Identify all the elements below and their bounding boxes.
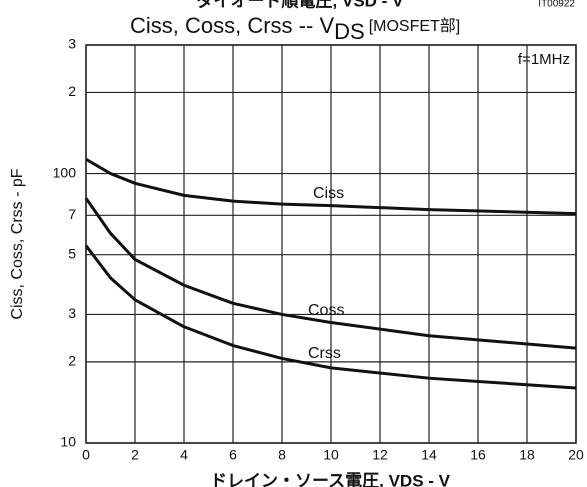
x-tick-label: 12 xyxy=(372,447,388,463)
y-tick-label: 2 xyxy=(68,83,76,99)
x-tick-label: 4 xyxy=(180,447,188,463)
series-line xyxy=(84,244,577,390)
series-label: Ciss xyxy=(313,185,344,202)
series-label: Crss xyxy=(308,345,341,362)
x-tick-label: 2 xyxy=(131,447,139,463)
title-suffix: [MOSFET部] xyxy=(369,17,461,35)
y-tick-label: 3 xyxy=(68,36,76,52)
x-tick-label: 20 xyxy=(568,447,584,463)
title-main: Ciss, Coss, Crss -- V xyxy=(130,13,334,38)
x-axis-label: ドレイン・ソース電圧, VDS - V xyxy=(210,471,451,487)
y-tick-label: 10 xyxy=(60,434,76,450)
x-tick-label: 18 xyxy=(519,447,535,463)
y-tick-label: 3 xyxy=(68,305,76,321)
y-axis-label: Ciss, Coss, Crss - pF xyxy=(9,168,26,319)
x-tick-label: 14 xyxy=(421,447,437,463)
title-sub: DS xyxy=(334,19,365,44)
x-tick-label: 16 xyxy=(470,447,486,463)
y-tick-label: 7 xyxy=(68,206,76,222)
series-label: Coss xyxy=(308,302,344,319)
y-tick-label: 5 xyxy=(68,245,76,261)
header: ダイオード順電圧, VSD - V xyxy=(197,0,405,10)
x-tick-label: 0 xyxy=(82,447,90,463)
x-tick-label: 6 xyxy=(229,447,237,463)
x-tick-label: 8 xyxy=(278,447,286,463)
annotation: f=1MHz xyxy=(518,51,570,68)
chart-title: Ciss, Coss, Crss -- VDS [MOSFET部] xyxy=(130,13,460,44)
y-tick-label: 100 xyxy=(53,164,77,180)
x-tick-label: 10 xyxy=(323,447,339,463)
series-line xyxy=(84,197,577,350)
y-tick-label: 2 xyxy=(68,353,76,369)
series-line xyxy=(85,157,577,216)
figure-code: IT00922 xyxy=(538,0,575,10)
